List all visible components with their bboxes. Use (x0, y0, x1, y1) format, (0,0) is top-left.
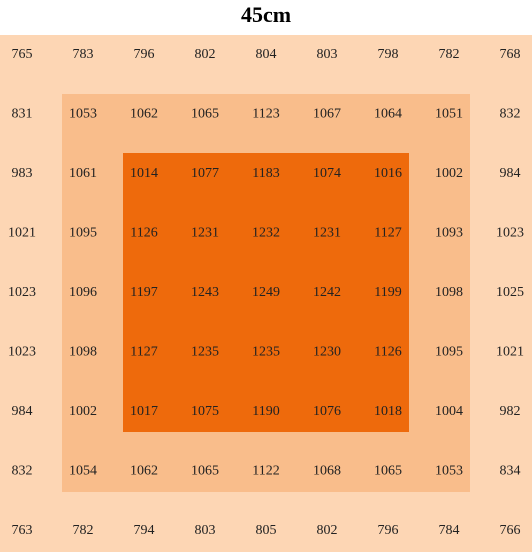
cell-value: 1053 (69, 107, 97, 122)
cell-value: 796 (378, 523, 399, 538)
cell-value: 984 (500, 166, 521, 181)
cell-value: 805 (256, 523, 277, 538)
cell-value: 1122 (252, 464, 279, 479)
cell-value: 1023 (496, 226, 524, 241)
cell-value: 1067 (313, 107, 341, 122)
cell-value: 1235 (252, 345, 280, 360)
title: 45cm (241, 2, 291, 27)
cell-value: 1076 (313, 404, 341, 419)
cell-value: 1016 (374, 166, 402, 181)
cell-value: 1023 (8, 285, 36, 300)
cell-value: 1098 (435, 285, 463, 300)
cell-value: 803 (195, 523, 216, 538)
cell-value: 1230 (313, 345, 341, 360)
cell-value: 1014 (130, 166, 158, 181)
cell-value: 1053 (435, 464, 463, 479)
cell-value: 1232 (252, 226, 280, 241)
cell-value: 1093 (435, 226, 463, 241)
cell-value: 802 (317, 523, 338, 538)
cell-value: 1002 (69, 404, 97, 419)
cell-value: 1051 (435, 107, 463, 122)
cell-value: 983 (12, 166, 33, 181)
cell-value: 1068 (313, 464, 341, 479)
cell-value: 763 (12, 523, 33, 538)
cell-value: 1127 (374, 226, 401, 241)
cell-value: 1126 (130, 226, 157, 241)
cell-value: 1065 (191, 464, 219, 479)
cell-value: 765 (12, 47, 33, 62)
inner-zone (123, 153, 409, 432)
cell-value: 982 (500, 404, 521, 419)
cell-value: 1123 (252, 107, 279, 122)
cell-value: 1126 (374, 345, 401, 360)
cell-value: 1065 (374, 464, 402, 479)
cell-value: 1021 (8, 226, 36, 241)
cell-value: 1077 (191, 166, 219, 181)
cell-value: 768 (500, 47, 521, 62)
cell-value: 782 (439, 47, 460, 62)
cell-value: 804 (256, 47, 277, 62)
cell-value: 832 (500, 107, 521, 122)
cell-value: 1002 (435, 166, 463, 181)
cell-value: 984 (12, 404, 33, 419)
cell-value: 1074 (313, 166, 341, 181)
cell-value: 1190 (252, 404, 279, 419)
cell-value: 1004 (435, 404, 463, 419)
cell-value: 1249 (252, 285, 280, 300)
cell-value: 1235 (191, 345, 219, 360)
cell-value: 1098 (69, 345, 97, 360)
cell-value: 794 (134, 523, 155, 538)
cell-value: 1054 (69, 464, 97, 479)
cell-value: 803 (317, 47, 338, 62)
cell-value: 1243 (191, 285, 219, 300)
cell-value: 1062 (130, 107, 158, 122)
cell-value: 1095 (435, 345, 463, 360)
cell-value: 1096 (69, 285, 97, 300)
cell-value: 1231 (191, 226, 219, 241)
cell-value: 802 (195, 47, 216, 62)
cell-value: 834 (500, 464, 521, 479)
cell-value: 1023 (8, 345, 36, 360)
cell-value: 782 (73, 523, 94, 538)
cell-value: 1025 (496, 285, 524, 300)
cell-value: 1095 (69, 226, 97, 241)
cell-value: 831 (12, 107, 33, 122)
cell-value: 1199 (374, 285, 401, 300)
cell-value: 1231 (313, 226, 341, 241)
cell-value: 784 (439, 523, 460, 538)
cell-value: 1197 (130, 285, 157, 300)
cell-value: 783 (73, 47, 94, 62)
cell-value: 1061 (69, 166, 97, 181)
cell-value: 1021 (496, 345, 524, 360)
cell-value: 1018 (374, 404, 402, 419)
cell-value: 1075 (191, 404, 219, 419)
cell-value: 1062 (130, 464, 158, 479)
cell-value: 832 (12, 464, 33, 479)
cell-value: 1064 (374, 107, 402, 122)
cell-value: 1242 (313, 285, 341, 300)
cell-value: 1017 (130, 404, 158, 419)
cell-value: 1127 (130, 345, 157, 360)
cell-value: 796 (134, 47, 155, 62)
cell-value: 798 (378, 47, 399, 62)
cell-value: 1183 (252, 166, 279, 181)
cell-value: 1065 (191, 107, 219, 122)
cell-value: 766 (500, 523, 521, 538)
